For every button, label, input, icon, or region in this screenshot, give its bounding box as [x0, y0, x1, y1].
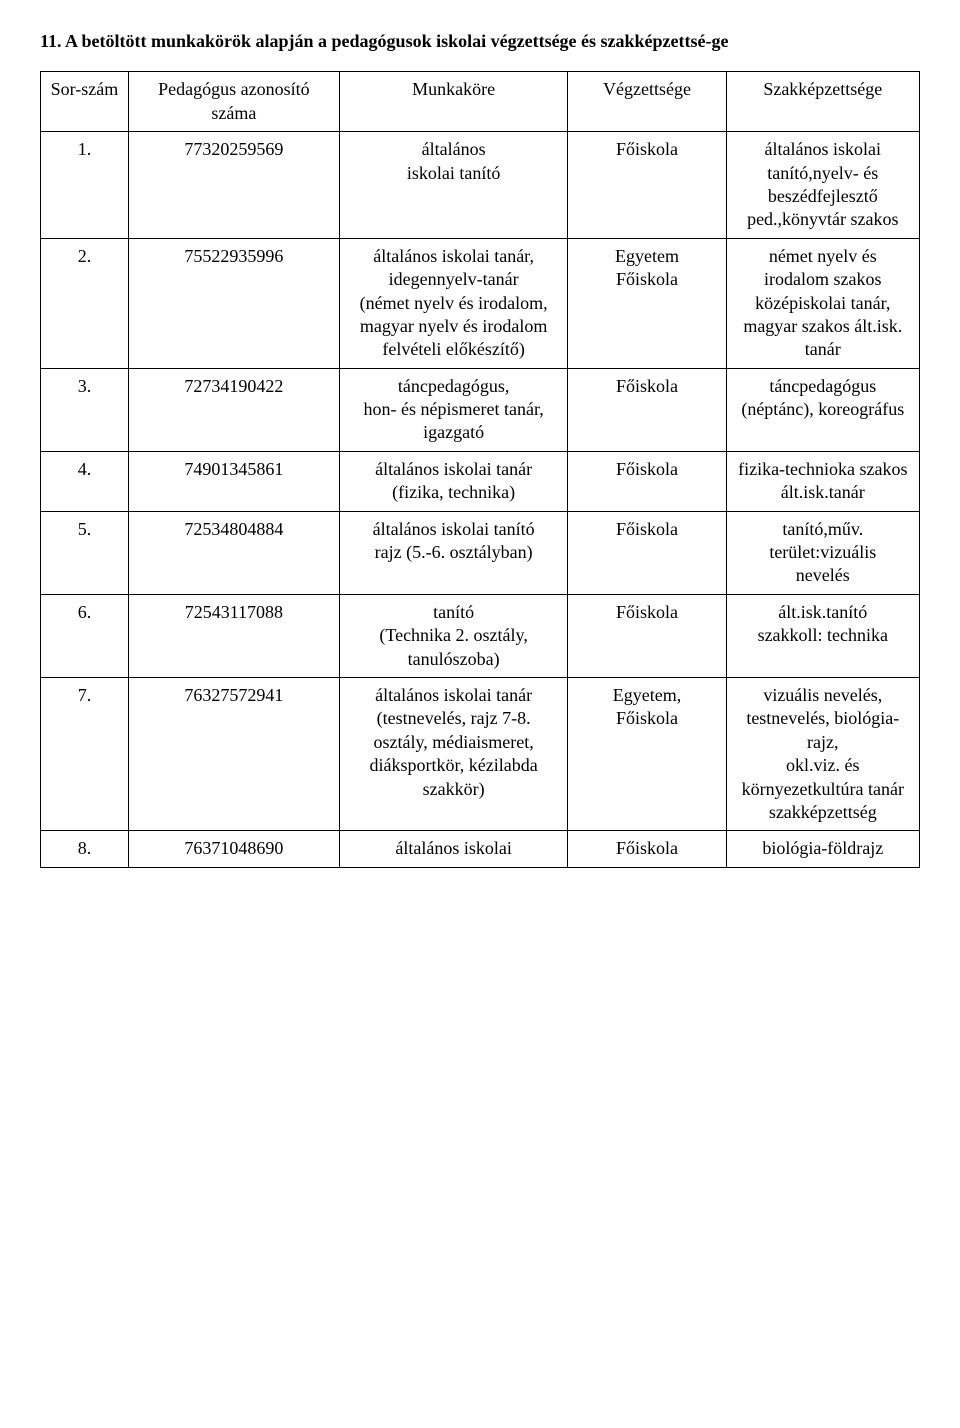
cell-id: 72534804884 [128, 511, 339, 594]
cell-id: 76371048690 [128, 831, 339, 867]
table-row: 7. 76327572941 általános iskolai tanár(t… [41, 677, 920, 830]
cell-deg: Főiskola [568, 132, 726, 239]
cell-n: 4. [41, 451, 129, 511]
col-azonosito: Pedagógus azonosító száma [128, 72, 339, 132]
cell-qual: biológia-földrajz [726, 831, 919, 867]
cell-role: általános iskolai tanár(fizika, technika… [339, 451, 568, 511]
cell-deg: Főiskola [568, 368, 726, 451]
table-row: 6. 72543117088 tanító(Technika 2. osztál… [41, 594, 920, 677]
col-szakkepzettsege: Szakképzettsége [726, 72, 919, 132]
cell-n: 3. [41, 368, 129, 451]
cell-deg: Főiskola [568, 594, 726, 677]
cell-role: általános iskolai tanítórajz (5.-6. oszt… [339, 511, 568, 594]
table-row: 2. 75522935996 általános iskolai tanár, … [41, 238, 920, 368]
table-row: 8. 76371048690 általános iskolai Főiskol… [41, 831, 920, 867]
cell-deg: Egyetem,Főiskola [568, 677, 726, 830]
cell-id: 76327572941 [128, 677, 339, 830]
cell-qual: fizika-technioka szakos ált.isk.tanár [726, 451, 919, 511]
teachers-table: Sor-szám Pedagógus azonosító száma Munka… [40, 71, 920, 867]
cell-deg: Főiskola [568, 831, 726, 867]
cell-qual: táncpedagógus (néptánc), koreográfus [726, 368, 919, 451]
table-row: 5. 72534804884 általános iskolai tanítór… [41, 511, 920, 594]
cell-id: 75522935996 [128, 238, 339, 368]
cell-deg: Főiskola [568, 511, 726, 594]
cell-id: 77320259569 [128, 132, 339, 239]
page-title: 11. A betöltött munkakörök alapján a ped… [40, 30, 920, 53]
cell-n: 8. [41, 831, 129, 867]
cell-id: 72734190422 [128, 368, 339, 451]
cell-qual: német nyelv és irodalom szakos középisko… [726, 238, 919, 368]
cell-role: általános iskolai tanár(testnevelés, raj… [339, 677, 568, 830]
col-vegzettsege: Végzettsége [568, 72, 726, 132]
cell-qual: ált.isk.tanítószakkoll: technika [726, 594, 919, 677]
cell-n: 7. [41, 677, 129, 830]
cell-id: 72543117088 [128, 594, 339, 677]
cell-role: táncpedagógus,hon- és népismeret tanár,i… [339, 368, 568, 451]
cell-n: 6. [41, 594, 129, 677]
col-munkakore: Munkaköre [339, 72, 568, 132]
cell-qual: általános iskolai tanító,nyelv- és beszé… [726, 132, 919, 239]
cell-n: 1. [41, 132, 129, 239]
cell-deg: EgyetemFőiskola [568, 238, 726, 368]
table-row: 4. 74901345861 általános iskolai tanár(f… [41, 451, 920, 511]
cell-n: 2. [41, 238, 129, 368]
table-row: 1. 77320259569 általánosiskolai tanító F… [41, 132, 920, 239]
cell-qual: vizuális nevelés, testnevelés, biológia-… [726, 677, 919, 830]
cell-role: tanító(Technika 2. osztály, tanulószoba) [339, 594, 568, 677]
cell-role: általános iskolai [339, 831, 568, 867]
cell-deg: Főiskola [568, 451, 726, 511]
cell-role: általánosiskolai tanító [339, 132, 568, 239]
cell-qual: tanító,műv. terület:vizuálisnevelés [726, 511, 919, 594]
cell-n: 5. [41, 511, 129, 594]
table-header-row: Sor-szám Pedagógus azonosító száma Munka… [41, 72, 920, 132]
cell-role: általános iskolai tanár, idegennyelv-tan… [339, 238, 568, 368]
table-row: 3. 72734190422 táncpedagógus,hon- és nép… [41, 368, 920, 451]
col-sorszam: Sor-szám [41, 72, 129, 132]
cell-id: 74901345861 [128, 451, 339, 511]
